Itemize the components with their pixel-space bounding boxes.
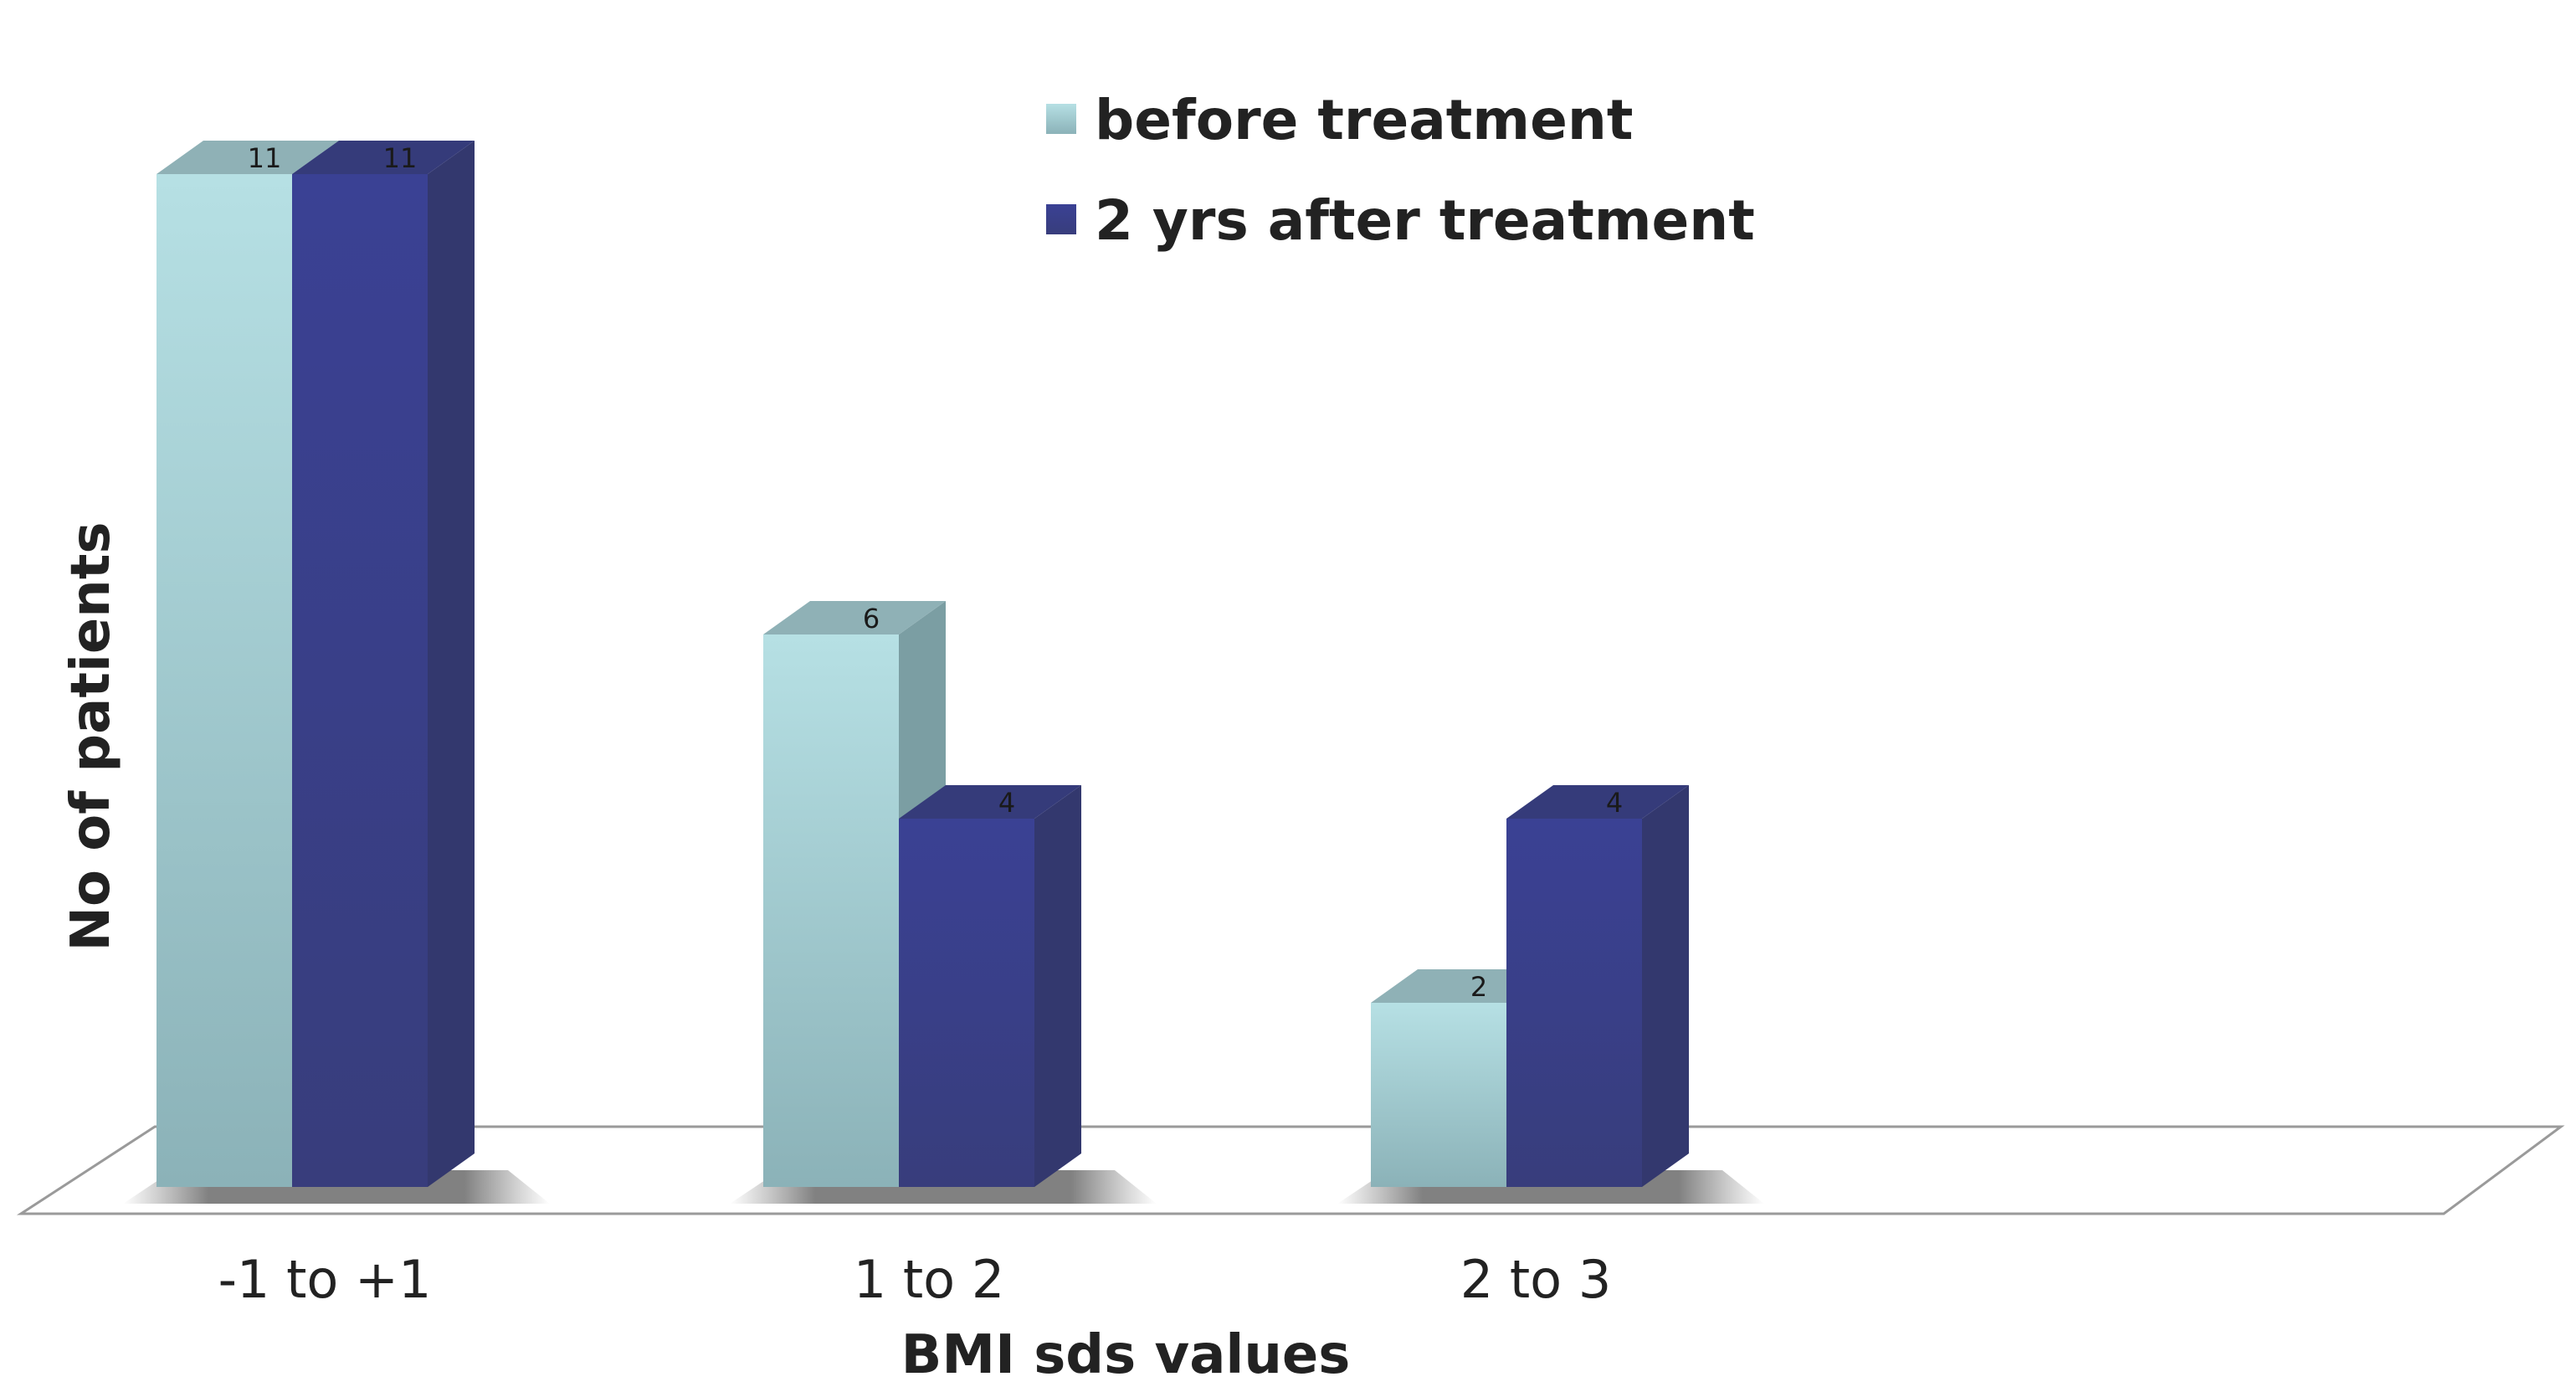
bar-front-face [1371, 1003, 1506, 1187]
legend-label: 2 yrs after treatment [1095, 188, 1755, 253]
legend-label: before treatment [1095, 88, 1633, 152]
bar [763, 601, 946, 1187]
bar-front-face [763, 634, 899, 1187]
bar [1506, 785, 1689, 1187]
legend-item-before-treatment: before treatment [1046, 88, 1633, 152]
data-label: 11 [383, 142, 418, 174]
data-label: 4 [998, 787, 1015, 819]
bar-side-face [1642, 785, 1689, 1187]
data-label: 11 [248, 142, 282, 174]
data-label: 6 [863, 603, 880, 634]
bar-side-face [1034, 785, 1081, 1187]
bar-top-face [292, 141, 475, 174]
legend-item-after-treatment: 2 yrs after treatment [1046, 188, 1755, 253]
bar-top-face [157, 141, 339, 174]
data-label: 4 [1606, 787, 1623, 819]
bar-side-face [428, 141, 475, 1187]
bar [292, 141, 475, 1187]
legend-swatch [1046, 204, 1076, 234]
bar-top-face [899, 785, 1081, 819]
legend: before treatment 2 yrs after treatment [1046, 88, 1755, 253]
x-tick-label: 2 to 3 [1460, 1249, 1612, 1310]
y-axis-title: No of patients [60, 521, 122, 951]
bars-group [157, 141, 1689, 1187]
bar-front-face [157, 174, 292, 1187]
bar-front-face [1506, 819, 1642, 1187]
chart-floor [16, 1125, 2565, 1215]
bar-top-face [1506, 785, 1689, 819]
data-label: 2 [1470, 971, 1487, 1003]
bar [899, 785, 1081, 1187]
x-axis-ticks: -1 to +1 1 to 2 2 to 3 [218, 1249, 1612, 1310]
x-tick-label: 1 to 2 [854, 1249, 1005, 1310]
bar-top-face [763, 601, 946, 634]
legend-swatch [1046, 104, 1076, 134]
x-tick-label: -1 to +1 [218, 1249, 432, 1310]
x-axis-title: BMI sds values [901, 1324, 1351, 1384]
bar-front-face [292, 174, 428, 1187]
data-labels-group: 11 11 6 4 2 4 [248, 142, 1624, 1003]
bar-front-face [899, 819, 1034, 1187]
